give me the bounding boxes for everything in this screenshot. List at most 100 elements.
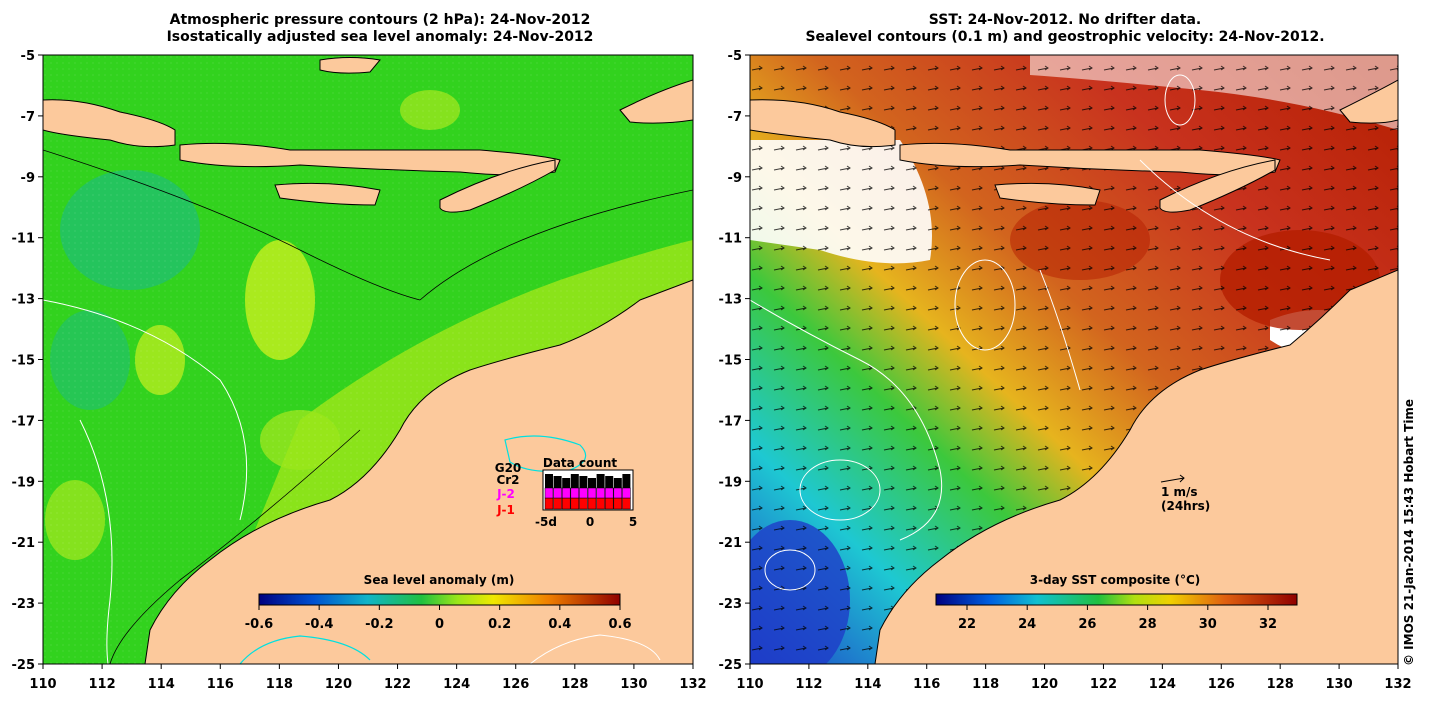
y-tick-label: -7 (21, 110, 35, 125)
x-tick-label: 122 (384, 677, 411, 692)
y-tick-label: -19 (12, 475, 36, 490)
right-map (750, 55, 1398, 664)
inset-bar-cr2 (570, 474, 579, 488)
inset-tick: 0 (586, 515, 594, 529)
x-tick-label: 110 (29, 677, 56, 692)
sst-colorbar-ramp (935, 593, 1298, 606)
velocity-key-speed: 1 m/s (1161, 485, 1198, 499)
y-tick-label: -17 (12, 414, 36, 429)
x-tick-label: 116 (207, 677, 234, 692)
land-java (750, 99, 896, 148)
land-island (619, 79, 693, 124)
colorbar-tick-label: -0.4 (305, 617, 333, 632)
land-sumba (274, 182, 381, 206)
inset-bar-j2 (622, 487, 631, 499)
x-tick-label: 128 (561, 677, 588, 692)
y-tick-label: -11 (12, 232, 36, 247)
x-tick-label: 116 (913, 677, 940, 692)
x-tick-label: 124 (443, 677, 470, 692)
x-tick-label: 112 (89, 677, 116, 692)
y-tick-label: -19 (719, 475, 743, 490)
y-tick-label: -13 (12, 293, 36, 308)
x-tick-label: 114 (148, 677, 175, 692)
inset-label-cr2: Cr2 (496, 473, 519, 487)
right-title-line2: Sealevel contours (0.1 m) and geostrophi… (805, 29, 1325, 45)
right-panel-title: SST: 24-Nov-2012. No drifter data. Seale… (745, 12, 1385, 46)
sla-colorbar: Sea level anomaly (m) -0.6 -0.4 -0.2 0 0.2 0.… (245, 573, 632, 632)
inset-bar-j2 (613, 487, 623, 499)
x-tick-label: 132 (1384, 677, 1411, 692)
right-axes: 110 112 114 116 118 120 122 124 126 128 130 132 -5 -7… (719, 49, 1412, 692)
inset-label-g20: G20 (495, 461, 522, 475)
colorbar-tick-label: 28 (1139, 617, 1157, 632)
inset-bar-j1 (596, 497, 605, 510)
y-tick-label: -9 (728, 171, 742, 186)
y-tick-label: -9 (21, 171, 35, 186)
x-tick-label: 112 (795, 677, 822, 692)
inset-bar-j2 (587, 487, 597, 499)
x-tick-label: 126 (1208, 677, 1235, 692)
inset-bar-j2 (579, 487, 588, 499)
x-tick-label: 120 (1031, 677, 1058, 692)
colorbar-tick-label: 0.4 (548, 617, 571, 632)
sla-colorbar-label: Sea level anomaly (m) (364, 573, 515, 587)
y-tick-label: -15 (719, 354, 743, 369)
x-tick-label: 128 (1267, 677, 1294, 692)
inset-bar-j1 (587, 497, 597, 510)
inset-tick: -5d (535, 515, 557, 529)
x-tick-label: 114 (854, 677, 881, 692)
inset-bar-j1 (570, 497, 580, 510)
y-tick-label: -13 (719, 293, 743, 308)
inset-bar-j2 (561, 487, 571, 499)
x-tick-label: 132 (679, 677, 706, 692)
data-count-inset: Data count G20 Cr2 J-2 J-1 -5d 0 5 (495, 456, 637, 529)
left-title-line1: Atmospheric pressure contours (2 hPa): 2… (169, 12, 591, 28)
inset-label-j1: J-1 (496, 503, 515, 517)
land-lesser-sunda (179, 142, 561, 176)
sst-colorbar-label: 3-day SST composite (°C) (1030, 573, 1201, 587)
inset-bar-cr2 (613, 478, 622, 488)
y-tick-label: -11 (719, 232, 743, 247)
inset-bar-j2 (553, 487, 562, 499)
land-timor (439, 159, 556, 213)
inset-bar-cr2 (553, 476, 562, 488)
velocity-key: 1 m/s (24hrs) (1160, 474, 1210, 513)
inset-bar-cr2 (562, 478, 571, 488)
x-tick-label: 120 (325, 677, 352, 692)
land-australia (144, 279, 693, 664)
inset-bar-j1 (613, 497, 623, 510)
inset-bar-j1 (622, 497, 631, 510)
land-island (319, 57, 381, 74)
land-sumba (994, 182, 1101, 206)
y-tick-label: -5 (21, 49, 35, 64)
inset-bar-cr2 (596, 474, 605, 488)
inset-bar-j1 (579, 497, 588, 510)
inset-bar-j1 (604, 497, 614, 510)
x-tick-label: 122 (1090, 677, 1117, 692)
left-panel-title: Atmospheric pressure contours (2 hPa): 2… (90, 12, 670, 46)
inset-bar-cr2 (579, 476, 588, 488)
inset-bar-cr2 (545, 474, 553, 488)
left-axes: 110 112 114 116 118 120 122 124 126 128 130 132 -5 -7… (12, 49, 707, 692)
colorbar-tick-label: 0.6 (608, 617, 631, 632)
land-java (43, 99, 176, 148)
y-tick-label: -7 (728, 110, 742, 125)
inset-bar-j2 (596, 487, 605, 499)
inset-title: Data count (543, 456, 618, 470)
land-island (1339, 79, 1398, 124)
y-tick-label: -21 (12, 536, 36, 551)
sla-colorbar-ramp (258, 593, 621, 606)
colorbar-tick-label: 0.2 (488, 617, 511, 632)
left-title-line2: Isostatically adjusted sea level anomaly… (166, 29, 594, 45)
footer-credit: © IMOS 21-Jan-2014 15:43 Hobart Time (1402, 398, 1416, 666)
inset-bar-j1 (561, 497, 571, 510)
y-tick-label: -21 (719, 536, 743, 551)
inset-bar-cr2 (622, 474, 631, 488)
x-tick-label: 124 (1149, 677, 1176, 692)
y-tick-label: -15 (12, 354, 36, 369)
inset-bar-j2 (604, 487, 614, 499)
velocity-key-period: (24hrs) (1161, 499, 1210, 513)
land-lesser-sunda (899, 142, 1281, 176)
x-tick-label: 118 (972, 677, 999, 692)
